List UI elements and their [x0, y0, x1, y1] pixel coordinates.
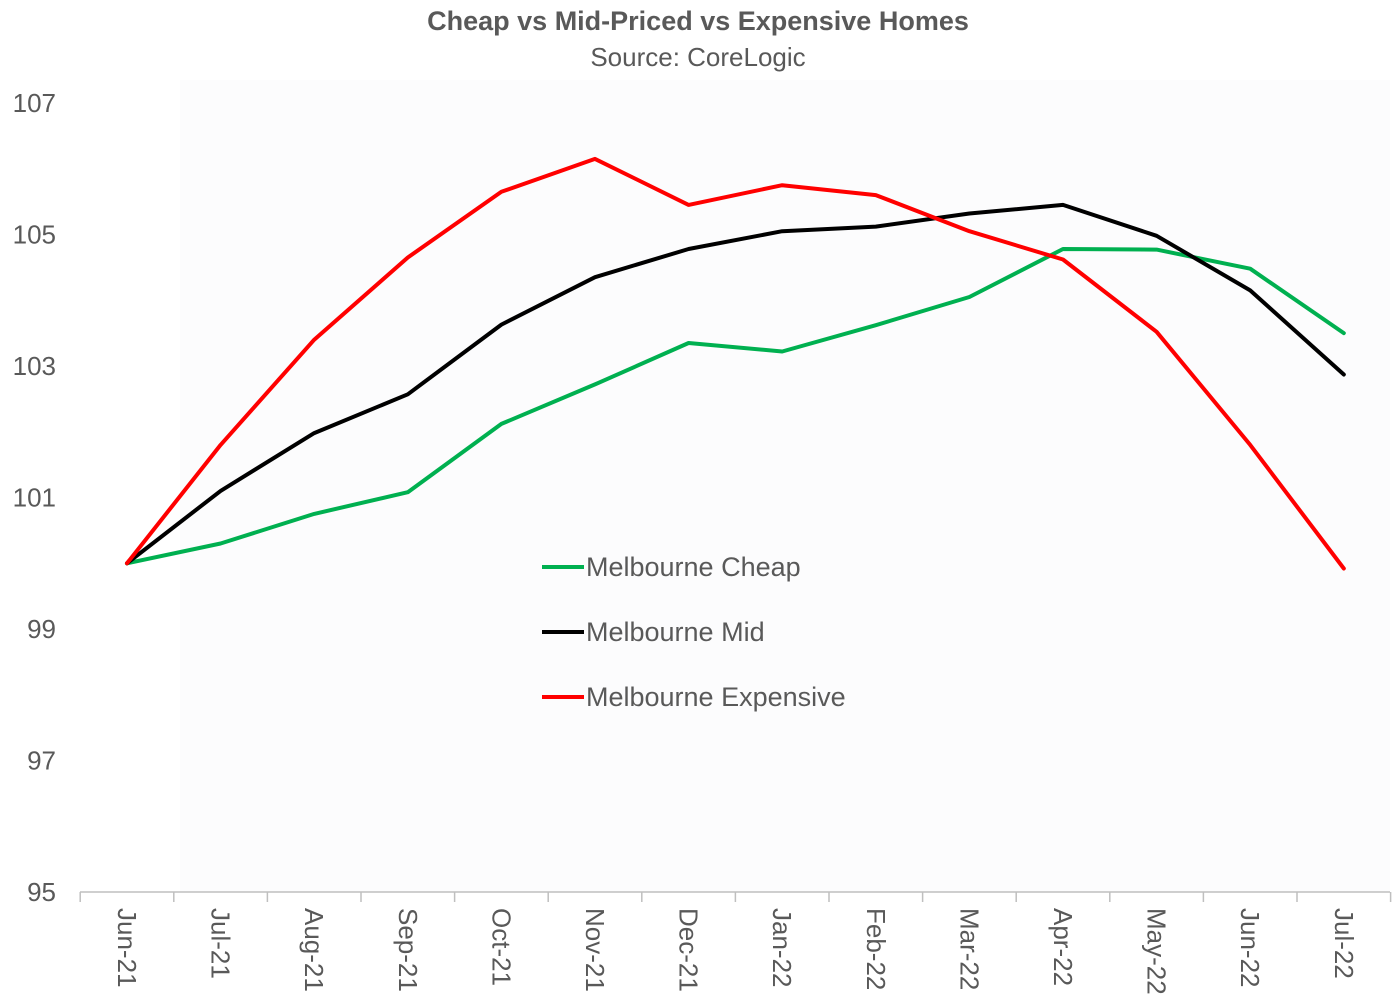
x-tick-label: Nov-21 [580, 908, 610, 992]
y-tick-label: 95 [27, 877, 56, 907]
x-tick-label: Oct-21 [486, 908, 516, 986]
y-tick-label: 105 [13, 220, 56, 250]
chart-title: Cheap vs Mid-Priced vs Expensive Homes [427, 6, 969, 36]
y-tick-label: 99 [27, 614, 56, 644]
x-tick-label: Sep-21 [393, 908, 423, 992]
x-tick-label: Mar-22 [954, 908, 984, 990]
y-tick-label: 103 [13, 351, 56, 381]
chart-subtitle: Source: CoreLogic [590, 42, 806, 72]
y-tick-label: 101 [13, 483, 56, 513]
legend-label: Melbourne Mid [586, 617, 765, 647]
x-tick-label: May-22 [1142, 908, 1172, 995]
series-line-1 [125, 202, 1346, 566]
legend-label: Melbourne Expensive [586, 682, 846, 712]
x-tick-label: Feb-22 [861, 908, 891, 990]
plot-area [180, 80, 1390, 892]
x-tick-label: Jul-22 [1329, 908, 1359, 979]
y-tick-label: 107 [13, 88, 56, 118]
series-line-0 [125, 247, 1346, 566]
x-tick-label: Jul-21 [206, 908, 236, 979]
x-tick-label: Dec-21 [674, 908, 704, 992]
x-tick-label: Jun-22 [1235, 908, 1265, 988]
x-tick-label: Apr-22 [1048, 908, 1078, 986]
x-tick-label: Jun-21 [112, 908, 142, 988]
x-tick-label: Jan-22 [767, 908, 797, 988]
series-line-2 [125, 156, 1346, 571]
legend-label: Melbourne Cheap [586, 552, 801, 582]
y-tick-label: 97 [27, 746, 56, 776]
x-tick-label: Aug-21 [299, 908, 329, 992]
